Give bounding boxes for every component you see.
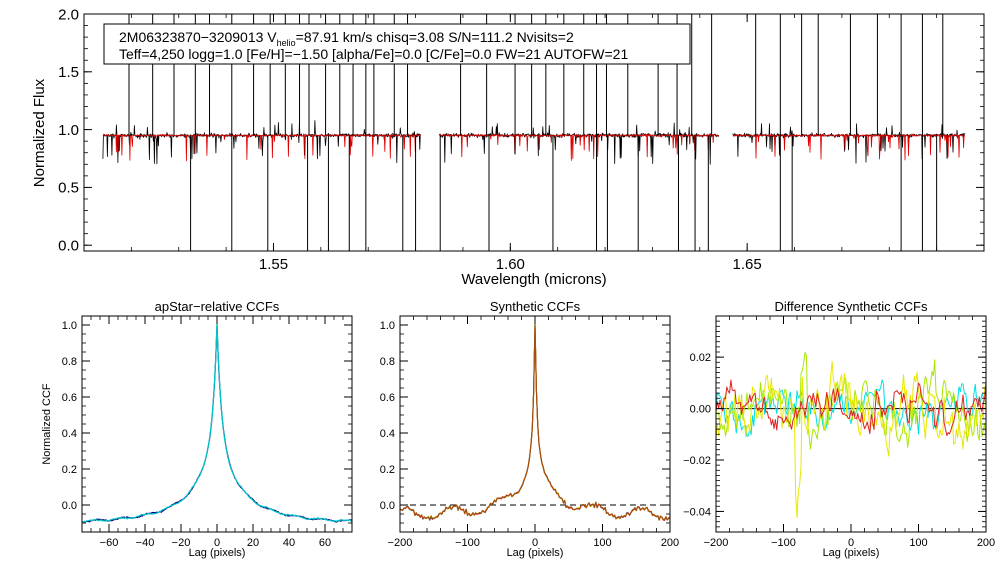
- y-tick-label: 0.6: [62, 392, 77, 404]
- y-tick-label: 1.5: [58, 64, 79, 81]
- y-tick-label: 1.0: [380, 320, 395, 332]
- y-tick-label: 0.0: [58, 237, 79, 254]
- difference-ccf-series-3: [715, 361, 987, 519]
- x-tick-label: 200: [977, 537, 995, 549]
- x-tick-label: 40: [283, 537, 295, 549]
- x-tick-label: 1.60: [496, 256, 525, 273]
- model-spectrum-chip-2: [438, 133, 719, 161]
- x-tick-label: 100: [593, 537, 611, 549]
- apstar-ccf-panel: apStar−relative CCFs −60 −40 −20 0 20 40 60 0.0…: [41, 299, 353, 559]
- info-line-1: 2M06323870−3209013 Vhelio=87.91 km/s chi…: [119, 29, 574, 48]
- model-spectrum-chip-3: [732, 133, 966, 161]
- x-tick-label: −200: [388, 537, 413, 549]
- x-tick-label: 60: [319, 537, 331, 549]
- x-tick-label: −40: [136, 537, 155, 549]
- y-tick-label: 0.2: [380, 464, 395, 476]
- x-tick-label: 100: [909, 537, 927, 549]
- difference-ccf-title: Difference Synthetic CCFs: [775, 299, 928, 314]
- x-tick-label: 20: [247, 537, 259, 549]
- apstar-ccf-axes: −60 −40 −20 0 20 40 60 0.0 0.2 0.4 0.6 0.8 1.0: [62, 316, 352, 549]
- x-tick-label: −100: [455, 537, 480, 549]
- info-line-1-post: =87.91 km/s chisq=3.08 S/N=111.2 Nvisits…: [296, 29, 574, 45]
- x-tick-label: 1.55: [259, 256, 288, 273]
- synthetic-ccf-series-5: [399, 323, 671, 521]
- y-tick-label: 0.6: [380, 392, 395, 404]
- y-tick-label: 0.8: [380, 356, 395, 368]
- y-tick-label: 0.2: [62, 464, 77, 476]
- y-tick-label: 0.0: [62, 500, 77, 512]
- y-tick-label: 0.02: [690, 352, 711, 364]
- difference-ccf-x-axis-label: Lag (pixels): [823, 547, 880, 559]
- x-tick-label: 200: [661, 537, 679, 549]
- difference-ccf-panel: Difference Synthetic CCFs −200 −100 0 100 20…: [683, 299, 995, 559]
- x-tick-label: 0: [848, 537, 854, 549]
- synthetic-ccf-x-axis-label: Lag (pixels): [507, 547, 564, 559]
- x-tick-label: 1.65: [733, 256, 762, 273]
- difference-ccf-axes: −200 −100 0 100 200 −0.04 −0.02 0.00 0.02: [683, 316, 995, 549]
- y-tick-label: −0.04: [683, 506, 711, 518]
- x-tick-label: 0: [532, 537, 538, 549]
- spectrum-info-box: 2M06323870−3209013 Vhelio=87.91 km/s chi…: [103, 23, 691, 65]
- y-tick-label: −0.02: [683, 455, 711, 467]
- info-box-frame: [103, 23, 691, 65]
- synthetic-ccf-title: Synthetic CCFs: [490, 299, 581, 314]
- y-tick-label: 0.8: [62, 356, 77, 368]
- spectrum-panel: 1.55 1.60 1.65 0.0 0.5 1.0 1.5 2.0 2M06323870−3…: [31, 6, 985, 288]
- x-tick-label: −60: [100, 537, 119, 549]
- y-tick-label: 0.4: [380, 428, 395, 440]
- model-spectrum-chip-1: [102, 133, 421, 162]
- spectrum-x-axis-label: Wavelength (microns): [461, 271, 606, 288]
- difference-ccf-series-4: [715, 379, 987, 436]
- spectrum-axes-frame: [83, 13, 985, 252]
- x-tick-label: 0: [214, 537, 220, 549]
- x-tick-label: −200: [704, 537, 729, 549]
- apstar-ccf-title: apStar−relative CCFs: [155, 299, 280, 314]
- difference-ccf-plot-area: [715, 351, 987, 519]
- synthetic-ccf-axes: −200 −100 0 100 200 0.0 0.2 0.4 0.6 0.8 1.0: [380, 316, 679, 549]
- y-tick-label: 0.00: [690, 403, 711, 415]
- x-tick-label: −20: [172, 537, 191, 549]
- y-tick-label: 1.0: [62, 320, 77, 332]
- x-tick-label: −100: [771, 537, 796, 549]
- info-line-2: Teff=4,250 logg=1.0 [Fe/H]=−1.50 [alpha/…: [119, 46, 628, 62]
- y-tick-label: 0.4: [62, 428, 77, 440]
- synthetic-ccf-panel: Synthetic CCFs −200 −100 0 100 200 0.0 0.2 0.4 0…: [380, 299, 679, 559]
- apstar-ccf-y-axis-label: Normalized CCF: [41, 383, 53, 465]
- spectrum-axes: 1.55 1.60 1.65 0.0 0.5 1.0 1.5 2.0: [58, 6, 984, 273]
- info-line-1-subscript: helio: [277, 38, 296, 48]
- synthetic-ccf-plot-area: [399, 323, 671, 521]
- info-line-1-pre: 2M06323870−3209013 V: [119, 29, 277, 45]
- y-tick-label: 0.5: [58, 180, 79, 197]
- apstar-ccf-x-axis-label: Lag (pixels): [189, 547, 246, 559]
- y-tick-label: 0.0: [380, 500, 395, 512]
- y-tick-label: 2.0: [58, 6, 79, 23]
- y-tick-label: 1.0: [58, 122, 79, 139]
- spectrum-y-axis-label: Normalized Flux: [31, 78, 48, 187]
